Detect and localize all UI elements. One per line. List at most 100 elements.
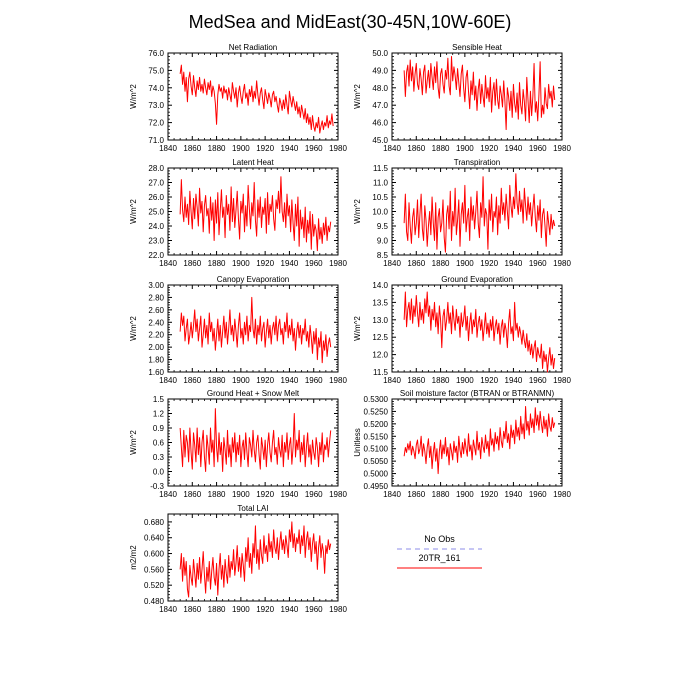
x-tick-label: 1880 bbox=[208, 259, 226, 268]
x-tick-label: 1840 bbox=[383, 144, 401, 153]
y-tick-label: 13.0 bbox=[372, 316, 388, 325]
x-tick-label: 1920 bbox=[480, 490, 498, 499]
y-axis-label: Unitless bbox=[353, 428, 362, 456]
x-tick-label: 1860 bbox=[407, 376, 425, 385]
y-tick-label: 71.0 bbox=[148, 136, 164, 145]
y-tick-label: 2.80 bbox=[148, 293, 164, 302]
chart-panel-2: Sensible Heat W/m^2 1840 1860 1880 1900 1920 19… bbox=[353, 43, 571, 153]
x-tick-label: 1900 bbox=[456, 144, 474, 153]
y-tick-label: 0.5000 bbox=[364, 470, 389, 479]
y-axis-label: W/m^2 bbox=[353, 199, 362, 224]
chart-panel-1: Net Radiation W/m^2 1840 1860 1880 1900 1920 19… bbox=[129, 43, 347, 153]
y-tick-label: 3.00 bbox=[148, 281, 164, 290]
y-tick-label: 2.60 bbox=[148, 306, 164, 315]
y-tick-label: 9.0 bbox=[377, 237, 389, 246]
x-tick-label: 1980 bbox=[553, 490, 571, 499]
y-tick-label: 0.5200 bbox=[364, 420, 389, 429]
y-tick-label: 14.0 bbox=[372, 281, 388, 290]
x-tick-label: 1860 bbox=[183, 490, 201, 499]
y-tick-label: 11.0 bbox=[373, 179, 389, 188]
x-tick-label: 1880 bbox=[208, 490, 226, 499]
y-tick-label: 2.00 bbox=[148, 343, 164, 352]
chart-panel-9: Total LAI m2/m2 1840 1860 1880 1900 1920 1940 19… bbox=[129, 504, 347, 614]
x-tick-label: 1840 bbox=[159, 490, 177, 499]
y-tick-label: 1.60 bbox=[148, 368, 164, 377]
x-tick-label: 1920 bbox=[480, 144, 498, 153]
x-tick-label: 1840 bbox=[159, 144, 177, 153]
x-tick-label: 1900 bbox=[232, 490, 250, 499]
x-tick-label: 1900 bbox=[456, 490, 474, 499]
x-tick-label: 1960 bbox=[305, 259, 323, 268]
y-tick-label: 28.0 bbox=[148, 164, 164, 173]
y-tick-label: 0.680 bbox=[144, 518, 165, 527]
x-tick-label: 1860 bbox=[407, 144, 425, 153]
series-line bbox=[179, 521, 332, 598]
y-tick-label: 72.0 bbox=[148, 119, 164, 128]
y-tick-label: 0.5050 bbox=[364, 457, 389, 466]
plot-frame bbox=[167, 513, 339, 602]
x-tick-label: 1920 bbox=[480, 376, 498, 385]
y-tick-label: 50.0 bbox=[372, 49, 388, 58]
x-tick-label: 1840 bbox=[383, 490, 401, 499]
x-tick-label: 1840 bbox=[159, 376, 177, 385]
x-tick-label: 1900 bbox=[232, 605, 250, 614]
panel-title: Total LAI bbox=[237, 504, 268, 513]
y-axis-label: W/m^2 bbox=[353, 84, 362, 109]
x-tick-label: 1940 bbox=[281, 490, 299, 499]
x-tick-label: 1860 bbox=[183, 605, 201, 614]
x-tick-label: 1840 bbox=[159, 259, 177, 268]
y-tick-label: 27.0 bbox=[148, 179, 164, 188]
series-line bbox=[179, 176, 332, 252]
chart-panel-3: Latent Heat W/m^2 1840 1860 1880 1900 1920 1940… bbox=[129, 158, 347, 268]
y-tick-label: 26.0 bbox=[148, 193, 164, 202]
y-tick-label: 74.0 bbox=[148, 84, 164, 93]
y-tick-label: 0.480 bbox=[144, 597, 165, 606]
y-tick-label: 25.0 bbox=[148, 208, 164, 217]
y-tick-label: 0.5300 bbox=[364, 395, 389, 404]
series-line bbox=[179, 408, 332, 472]
x-tick-label: 1940 bbox=[281, 144, 299, 153]
y-tick-label: 0.9 bbox=[153, 424, 165, 433]
series-line bbox=[179, 296, 332, 364]
y-tick-label: 0.600 bbox=[144, 550, 165, 559]
y-tick-label: 0.560 bbox=[144, 565, 165, 574]
x-tick-label: 1900 bbox=[232, 376, 250, 385]
y-tick-label: 73.0 bbox=[148, 101, 164, 110]
x-tick-label: 1980 bbox=[553, 376, 571, 385]
x-tick-label: 1900 bbox=[456, 376, 474, 385]
y-tick-label: 46.0 bbox=[372, 119, 388, 128]
y-tick-label: 10.0 bbox=[372, 208, 388, 217]
x-tick-label: 1840 bbox=[159, 605, 177, 614]
series-line bbox=[403, 405, 556, 475]
y-tick-label: 11.5 bbox=[373, 164, 389, 173]
y-tick-label: 76.0 bbox=[148, 49, 164, 58]
x-tick-label: 1920 bbox=[256, 259, 274, 268]
x-tick-label: 1940 bbox=[281, 259, 299, 268]
y-tick-label: 0.5100 bbox=[364, 445, 389, 454]
x-tick-label: 1940 bbox=[281, 376, 299, 385]
chart-panel-8: Soil moisture factor (BTRAN or BTRANMN) U… bbox=[353, 389, 571, 499]
y-tick-label: 0.4950 bbox=[364, 482, 389, 491]
panel-title: Ground Evaporation bbox=[441, 275, 513, 284]
panel-title: Transpiration bbox=[454, 158, 500, 167]
y-axis-label: m2/m2 bbox=[129, 545, 138, 570]
panel-title: Canopy Evaporation bbox=[217, 275, 290, 284]
x-tick-label: 1940 bbox=[281, 605, 299, 614]
y-tick-label: 13.5 bbox=[372, 298, 388, 307]
x-tick-label: 1860 bbox=[183, 259, 201, 268]
y-tick-label: 2.20 bbox=[148, 331, 164, 340]
y-tick-label: 49.0 bbox=[372, 66, 388, 75]
chart-panel-4: Transpiration W/m^2 1840 1860 1880 1900 1920 19… bbox=[353, 158, 571, 268]
y-tick-label: 22.0 bbox=[148, 251, 164, 260]
x-tick-label: 1880 bbox=[208, 376, 226, 385]
y-axis-label: W/m^2 bbox=[129, 316, 138, 341]
x-tick-label: 1860 bbox=[183, 144, 201, 153]
x-tick-label: 1960 bbox=[305, 605, 323, 614]
x-tick-label: 1860 bbox=[407, 490, 425, 499]
x-tick-label: 1940 bbox=[505, 259, 523, 268]
y-tick-label: 12.0 bbox=[372, 351, 388, 360]
x-tick-label: 1960 bbox=[529, 490, 547, 499]
x-tick-label: 1920 bbox=[480, 259, 498, 268]
x-tick-label: 1840 bbox=[383, 259, 401, 268]
x-tick-label: 1980 bbox=[553, 259, 571, 268]
